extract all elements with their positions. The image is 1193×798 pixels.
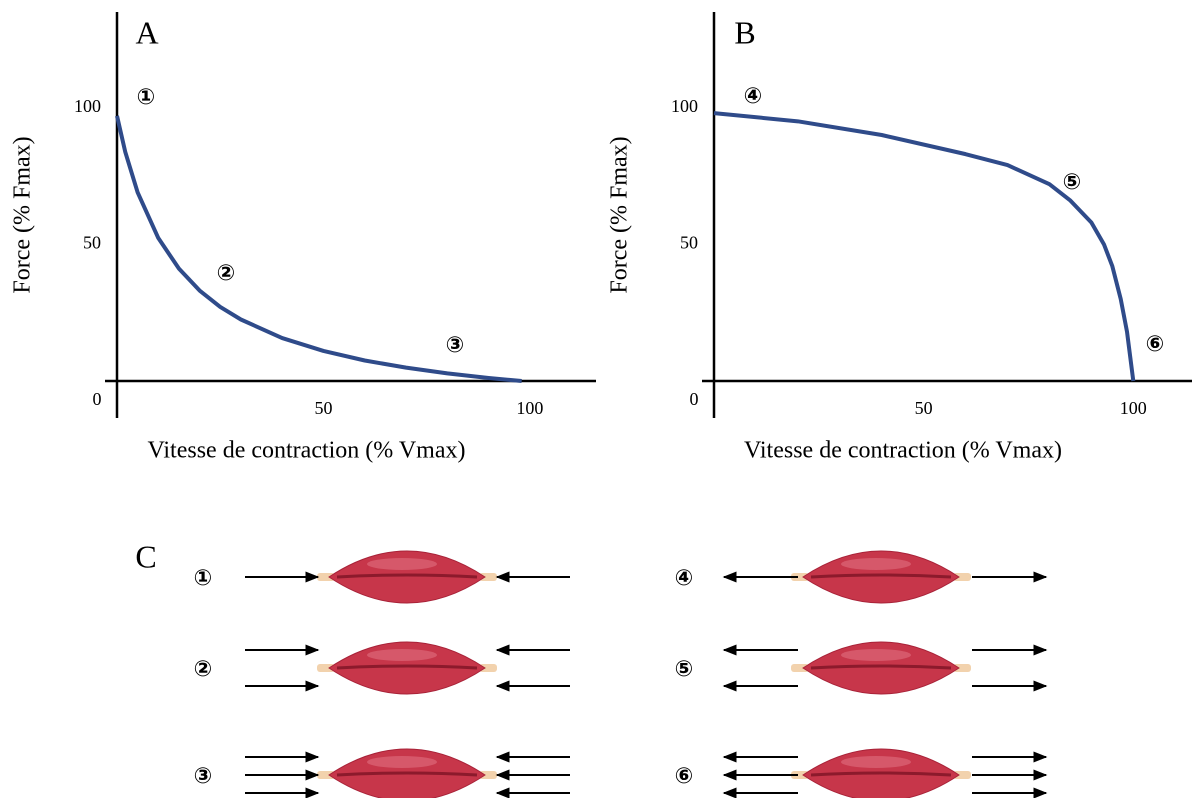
muscle-line — [810, 771, 952, 777]
tendon — [479, 573, 497, 581]
panel-label: C — [135, 538, 156, 574]
curve — [713, 111, 1136, 382]
row-number: ⑤ — [675, 657, 694, 682]
annotation: ② — [217, 261, 236, 286]
muscle-line — [336, 771, 478, 777]
x-axis-label: Vitesse de contraction (% Vmax) — [147, 438, 465, 464]
muscle-sheen — [367, 649, 437, 661]
tendon — [317, 664, 335, 672]
tendon — [479, 771, 497, 779]
y-tick-label: 50 — [83, 232, 101, 252]
x-tick-label: 0 — [93, 389, 102, 409]
x-tick-label: 100 — [1120, 398, 1147, 418]
y-tick-label: 50 — [680, 232, 698, 252]
annotation: ④ — [744, 84, 763, 109]
muscle — [317, 550, 497, 604]
x-tick-label: 50 — [314, 398, 332, 418]
row-number: ④ — [675, 566, 694, 591]
muscle-sheen — [367, 558, 437, 570]
tendon — [791, 664, 809, 672]
panel-label: A — [135, 14, 158, 50]
annotation: ③ — [446, 333, 465, 358]
tendon — [953, 771, 971, 779]
x-tick-label: 50 — [915, 398, 933, 418]
x-tick-label: 0 — [690, 389, 699, 409]
y-axis-label: Force (% Fmax) — [607, 136, 633, 293]
annotation: ① — [137, 85, 156, 110]
x-tick-label: 100 — [516, 398, 543, 418]
tendon — [791, 771, 809, 779]
muscle-sheen — [841, 649, 911, 661]
y-axis-label: Force (% Fmax) — [10, 136, 36, 293]
x-axis-label: Vitesse de contraction (% Vmax) — [744, 438, 1062, 464]
annotation: ⑥ — [1146, 332, 1165, 357]
tendon — [953, 664, 971, 672]
tendon — [953, 573, 971, 581]
tendon — [791, 573, 809, 581]
muscle-line — [810, 573, 952, 579]
panel-label: B — [734, 14, 755, 50]
muscle-line — [810, 664, 952, 670]
muscle-line — [336, 664, 478, 670]
y-tick-label: 100 — [671, 96, 698, 116]
muscle — [791, 550, 971, 604]
muscle-line — [336, 573, 478, 579]
tendon — [317, 573, 335, 581]
muscle-sheen — [367, 756, 437, 768]
row-number: ③ — [194, 764, 213, 789]
muscle-sheen — [841, 558, 911, 570]
annotation: ⑤ — [1063, 170, 1082, 195]
y-tick-label: 100 — [74, 96, 101, 116]
tendon — [479, 664, 497, 672]
row-number: ① — [194, 566, 213, 591]
muscle — [317, 641, 497, 695]
row-number: ② — [194, 657, 213, 682]
muscle — [791, 641, 971, 695]
muscle — [317, 748, 497, 798]
tendon — [317, 771, 335, 779]
curve — [115, 115, 522, 383]
muscle — [791, 748, 971, 798]
muscle-sheen — [841, 756, 911, 768]
row-number: ⑥ — [675, 764, 694, 789]
